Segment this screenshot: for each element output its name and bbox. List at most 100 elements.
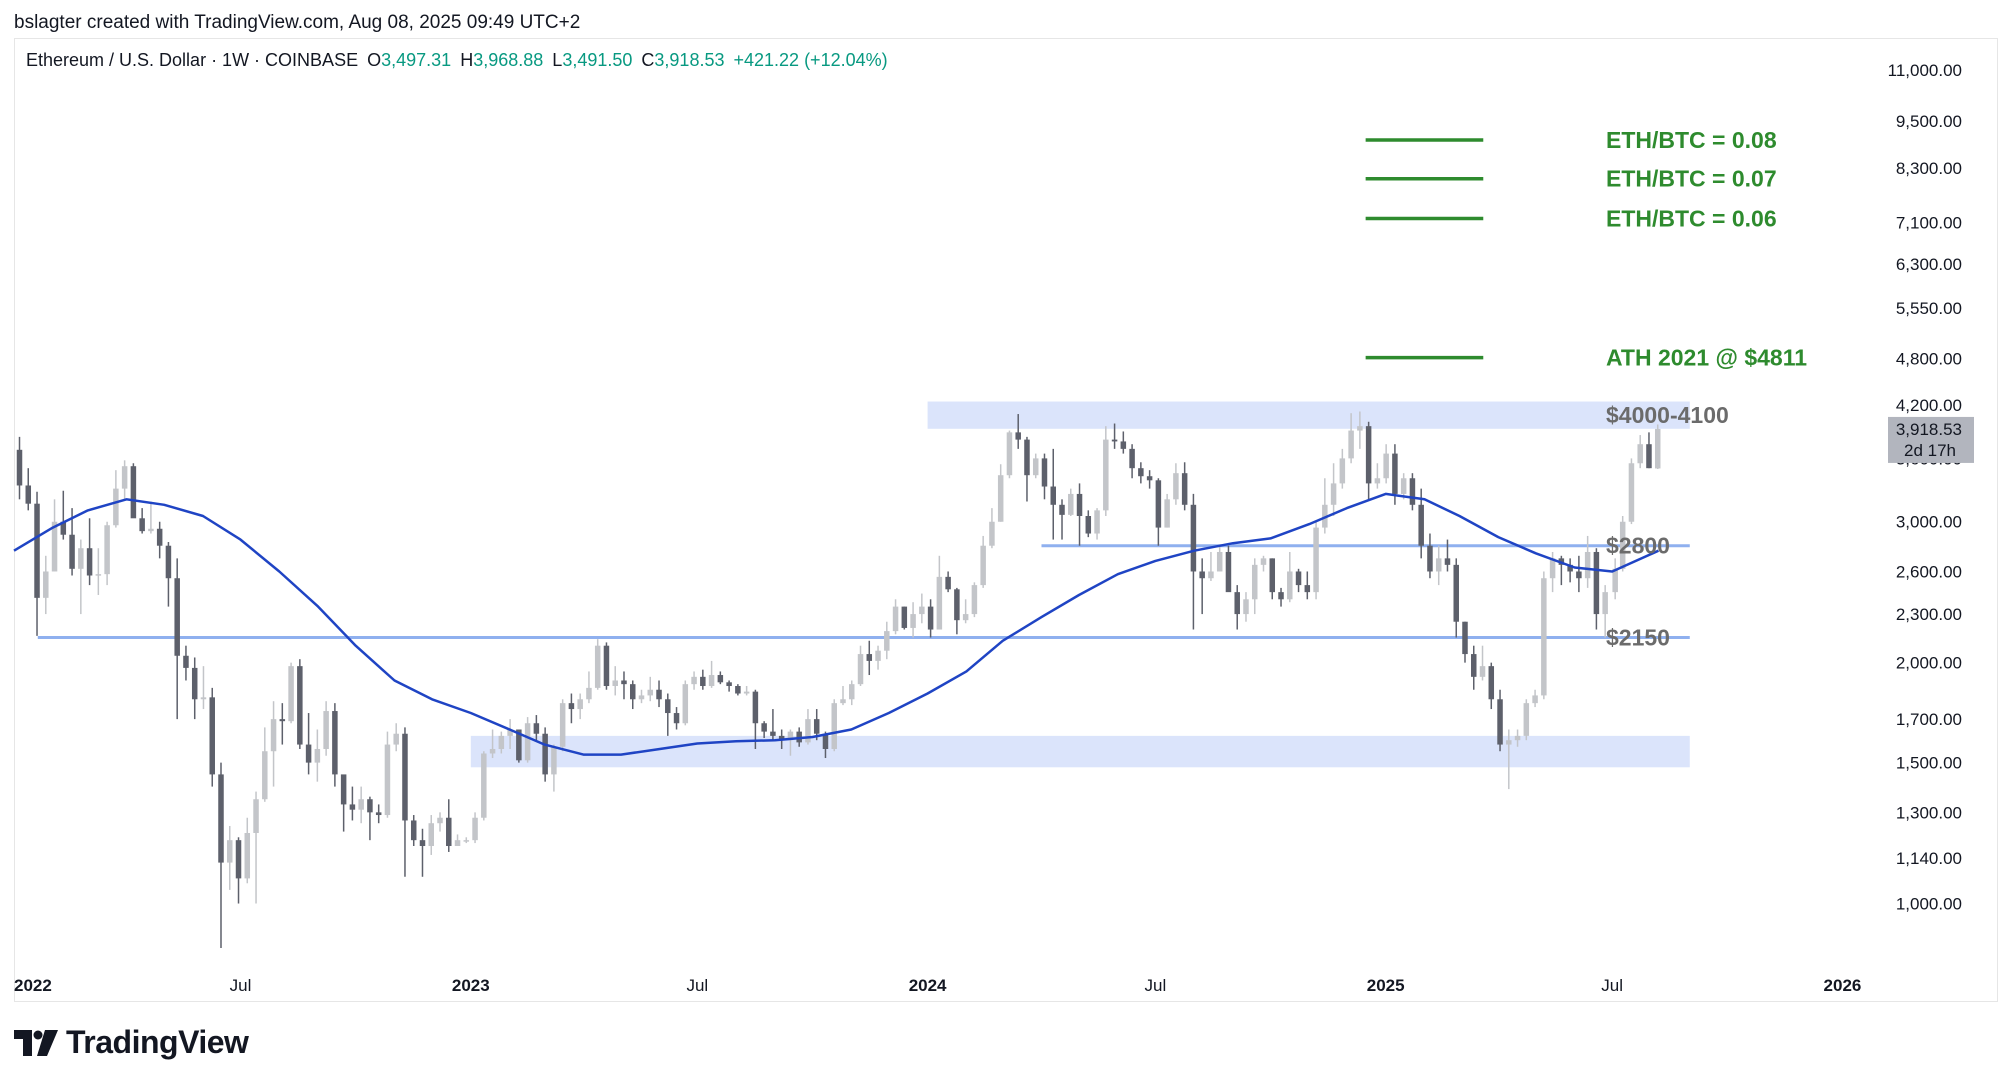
y-tick-label-10: 2,600.00 [1896,562,1962,581]
y-tick-label-15: 1,300.00 [1896,803,1962,822]
candle-body-98 [875,650,881,661]
candle-body-103 [919,606,925,615]
candle-body-108 [962,614,969,621]
annotation-label-4: $4000-4100 [1606,402,1729,428]
x-tick-label-7: Jul [1601,976,1623,995]
candle-body-100 [892,606,899,632]
candle-body-174 [1541,578,1547,696]
candle-body-95 [849,684,855,700]
x-tick-label-6: 2025 [1367,976,1405,995]
candle-body-115 [1024,439,1030,476]
annotation-label-0: ETH/BTC = 0.08 [1606,127,1777,153]
candle-body-25 [235,840,242,879]
candle-body-53 [481,753,487,818]
candle-body-122 [1085,516,1092,534]
candle-body-12 [121,466,128,489]
candle-body-97 [866,654,873,661]
candle-body-126 [1120,441,1127,449]
candle-body-185 [1637,444,1643,464]
candle-body-39 [358,799,364,810]
candle-body-141 [1251,564,1258,600]
candle-body-86 [770,731,776,736]
candle-body-152 [1348,430,1354,459]
candle-body-169 [1497,699,1503,745]
candle-body-85 [761,723,767,732]
candle-body-64 [577,699,583,710]
x-tick-label-4: 2024 [909,976,947,995]
last-price-tag [1888,416,1974,463]
candle-body-138 [1225,551,1232,593]
y-tick-label-4: 6,300.00 [1896,255,1962,274]
candle-body-33 [305,744,312,763]
candle-body-27 [253,799,259,834]
bar-countdown-label: 2d 17h [1904,441,1956,460]
candle-body-180 [1593,551,1600,615]
candle-body-31 [288,666,294,722]
candle-body-166 [1471,654,1477,677]
annotation-label-5: $2800 [1606,533,1670,559]
candle-body-161 [1427,545,1433,572]
y-tick-label-17: 1,000.00 [1896,895,1962,914]
annotation-label-2: ETH/BTC = 0.06 [1606,205,1777,231]
last-price-label: 3,918.53 [1896,420,1962,439]
candle-body-0 [16,449,23,486]
y-tick-label-14: 1,500.00 [1896,754,1962,773]
credit-text: bslagter created with TradingView.com, A… [14,12,581,33]
y-tick-label-6: 4,800.00 [1896,349,1962,368]
candle-body-61 [551,746,557,775]
candle-body-59 [533,723,540,734]
candle-body-57 [516,729,522,761]
low-value: 3,491.50 [562,50,633,70]
candle-body-74 [665,699,671,714]
candle-body-156 [1383,453,1389,479]
candle-body-70 [629,684,636,700]
candle-body-116 [1032,458,1039,476]
candle-body-105 [936,576,943,630]
candle-body-112 [997,475,1004,522]
candle-body-135 [1199,571,1205,579]
y-tick-label-5: 5,550.00 [1896,299,1962,318]
candle-body-63 [568,703,575,710]
candle-body-38 [349,804,356,810]
candle-body-32 [297,666,303,745]
candle-body-91 [813,719,820,734]
low-label: L [552,50,563,70]
candle-body-42 [384,744,391,816]
candle-body-155 [1374,478,1381,484]
candle-body-164 [1453,564,1459,622]
candle-body-10 [104,525,110,575]
candle-body-177 [1567,564,1573,572]
candle-body-182 [1612,568,1618,593]
candle-body-50 [454,840,461,847]
x-tick-label-3: Jul [686,976,708,995]
candle-body-143 [1269,558,1276,593]
tradingview-logo[interactable]: TradingView [14,1024,249,1061]
candle-body-73 [656,689,662,700]
candle-body-75 [673,713,680,724]
candle-body-26 [244,833,251,879]
candle-body-124 [1103,439,1109,511]
candle-body-83 [743,691,750,694]
candle-body-113 [1006,432,1013,476]
y-tick-label-16: 1,140.00 [1896,849,1962,868]
candle-body-90 [805,719,811,743]
candle-body-170 [1506,740,1512,745]
candle-body-92 [822,733,829,749]
candle-body-109 [971,585,978,615]
candle-body-136 [1208,571,1214,579]
annotation-label-1: ETH/BTC = 0.07 [1606,166,1777,192]
candle-body-162 [1435,558,1442,572]
y-tick-label-3: 7,100.00 [1896,213,1962,232]
candle-body-19 [183,655,189,668]
y-tick-label-13: 1,700.00 [1896,710,1962,729]
candle-body-7 [78,548,84,569]
annotation-label-6: $2150 [1606,625,1670,651]
candle-body-117 [1041,458,1048,487]
candle-body-134 [1190,504,1197,572]
chart-pane[interactable] [14,38,1998,1002]
candle-body-6 [69,534,75,569]
candle-body-178 [1576,571,1582,579]
x-tick-label-5: Jul [1145,976,1167,995]
candle-body-69 [621,680,627,685]
